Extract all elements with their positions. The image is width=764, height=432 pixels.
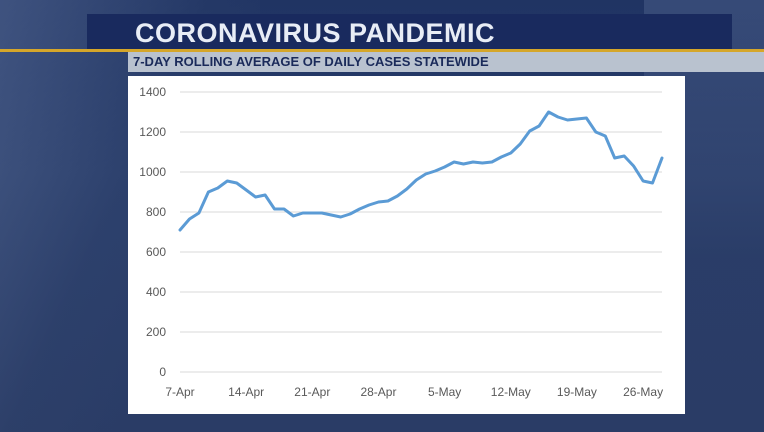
y-tick-label: 1400 [139,85,166,99]
x-tick-label: 28-Apr [360,385,396,399]
x-tick-label: 12-May [491,385,531,399]
y-tick-label: 800 [146,205,166,219]
x-tick-label: 14-Apr [228,385,264,399]
x-tick-label: 26-May [623,385,663,399]
page-title: CORONAVIRUS PANDEMIC [135,18,496,48]
y-tick-label: 200 [146,325,166,339]
x-tick-label: 7-Apr [165,385,194,399]
y-tick-label: 0 [159,365,166,379]
chart-panel: 0 200 400 600 800 1000 1200 1400 7-Apr 14-Apr 21-A… [128,76,685,414]
x-tick-label: 19-May [557,385,597,399]
series-line-cases [178,110,664,232]
y-tick-label: 600 [146,245,166,259]
title-banner [87,14,732,51]
subtitle-banner [128,52,764,72]
y-tick-label: 1200 [139,125,166,139]
y-tick-label: 400 [146,285,166,299]
x-tick-label: 21-Apr [294,385,330,399]
y-tick-label: 1000 [139,165,166,179]
line-chart: 0 200 400 600 800 1000 1200 1400 7-Apr 14-Apr 21-A… [139,85,664,399]
page-subtitle: 7-DAY ROLLING AVERAGE OF DAILY CASES STA… [133,54,489,69]
x-tick-label: 5-May [428,385,461,399]
accent-divider [0,49,764,52]
